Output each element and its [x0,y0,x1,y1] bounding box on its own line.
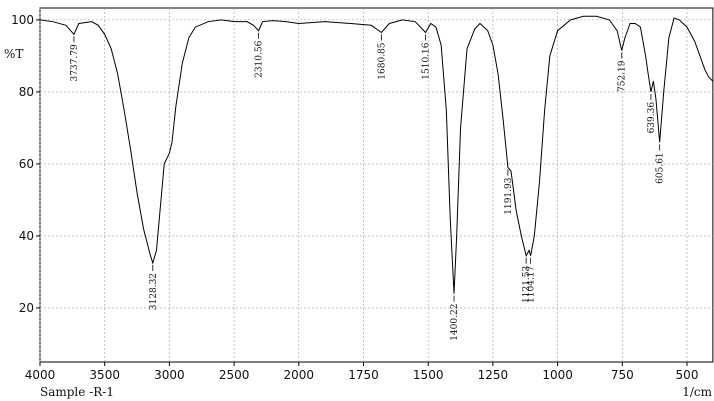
y-tick-label: 80 [19,85,34,99]
x-tick-label: 2000 [284,368,315,382]
x-tick-label: 1000 [542,368,573,382]
peak-label: 1191.93 [504,177,514,214]
peak-label: 605.61 [656,152,666,184]
x-tick-label: 1500 [413,368,444,382]
y-axis-label: %T [4,47,23,61]
peak-label: 1680.85 [377,42,387,79]
peak-label: 1121.53 [522,265,532,302]
x-tick-label: 500 [676,368,699,382]
peak-label: 1400.22 [450,304,460,341]
peak-label: 3737.79 [70,44,80,81]
peak-label: 1510.16 [422,42,432,79]
x-tick-label: 1750 [348,368,379,382]
x-tick-label: 750 [611,368,634,382]
peak-label: 3128.32 [149,273,159,310]
spectrum-line [39,15,714,294]
x-tick-label: 1250 [478,368,509,382]
x-axis-label: 1/cm [682,385,712,399]
peak-label: 752.19 [618,60,628,92]
y-tick-label: 20 [19,301,34,315]
peak-label: 2310.56 [255,40,265,77]
y-tick-label: 60 [19,157,34,171]
x-tick-label: 3000 [154,368,185,382]
sample-label: Sample -R-1 [40,385,114,399]
x-tick-label: 4000 [25,368,56,382]
y-tick-label: 100 [11,13,34,27]
peak-label: 639.36 [647,102,657,134]
x-tick-label: 2500 [219,368,250,382]
x-tick-label: 3500 [89,368,120,382]
peak-label: 1104.17 [527,265,537,302]
y-tick-label: 40 [19,229,34,243]
